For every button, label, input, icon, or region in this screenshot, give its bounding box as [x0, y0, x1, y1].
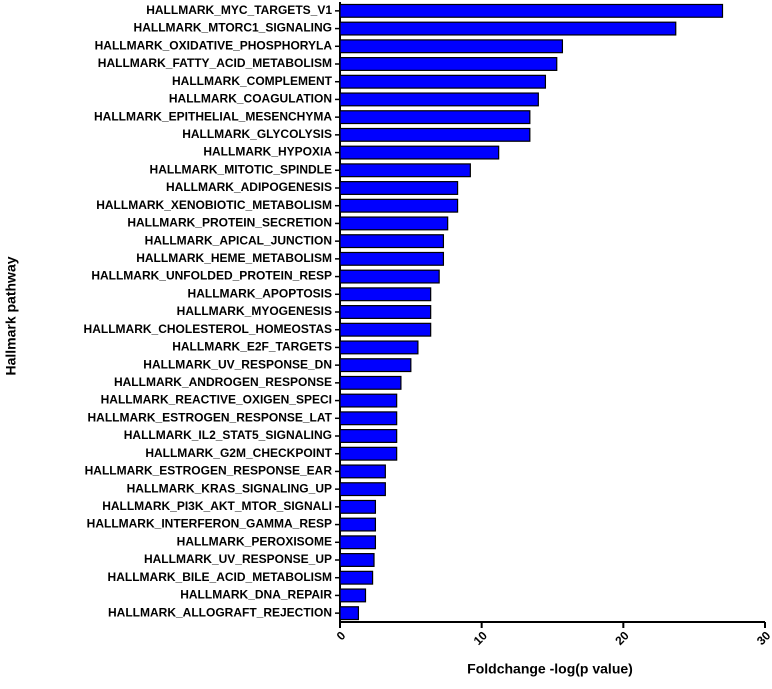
bar — [339, 411, 398, 426]
y-tick-label: HALLMARK_UNFOLDED_PROTEIN_RESP — [91, 269, 332, 283]
bar — [339, 57, 558, 71]
bar — [339, 535, 377, 550]
bar — [339, 21, 677, 36]
bar — [339, 269, 440, 284]
y-tick-label: HALLMARK_CHOLESTEROL_HOMEOSTAS — [84, 322, 332, 336]
bar — [339, 163, 471, 178]
bar — [339, 110, 531, 125]
y-tick-label: HALLMARK_APOPTOSIS — [188, 286, 332, 300]
bar — [339, 446, 398, 461]
x-tick-label: 10 — [471, 628, 491, 648]
y-tick-label: HALLMARK_MTORC1_SIGNALING — [134, 21, 332, 35]
bar — [339, 393, 398, 408]
y-tick-label: HALLMARK_XENOBIOTIC_METABOLISM — [96, 198, 332, 212]
x-tick-label: 20 — [612, 628, 632, 648]
y-tick-label: HALLMARK_MYC_TARGETS_V1 — [146, 3, 332, 17]
x-tick-label: 30 — [754, 628, 772, 648]
bar — [339, 198, 459, 213]
y-tick-label: HALLMARK_COAGULATION — [169, 92, 332, 106]
y-tick-label: HALLMARK_KRAS_SIGNALING_UP — [127, 481, 332, 495]
y-tick-label: HALLMARK_PROTEIN_SECRETION — [127, 216, 332, 230]
bar — [339, 287, 432, 302]
y-axis-title: Hallmark pathway — [3, 256, 19, 375]
y-tick-label: HALLMARK_ESTROGEN_RESPONSE_LAT — [88, 410, 333, 424]
y-tick-label: HALLMARK_PI3K_AKT_MTOR_SIGNALI — [102, 499, 332, 513]
bar — [339, 181, 459, 195]
y-tick-label: HALLMARK_PEROXISOME — [177, 534, 332, 548]
y-tick-label: HALLMARK_MITOTIC_SPINDLE — [150, 162, 332, 176]
y-tick-label: HALLMARK_ESTROGEN_RESPONSE_EAR — [85, 464, 333, 478]
bar — [339, 358, 412, 373]
y-tick-label: HALLMARK_UV_RESPONSE_DN — [143, 357, 332, 371]
bar — [339, 482, 386, 497]
bar — [339, 464, 386, 479]
y-tick-label: HALLMARK_REACTIVE_OXIGEN_SPECI — [101, 393, 332, 407]
bar — [339, 340, 419, 355]
y-tick-label: HALLMARK_ALLOGRAFT_REJECTION — [108, 605, 332, 619]
x-tick-label: 0 — [334, 628, 349, 643]
bar — [339, 322, 432, 337]
y-tick-label: HALLMARK_GLYCOLYSIS — [182, 127, 332, 141]
bar — [339, 570, 374, 585]
bar — [339, 145, 500, 160]
y-tick-label: HALLMARK_HEME_METABOLISM — [136, 251, 332, 265]
y-tick-label: HALLMARK_ADIPOGENESIS — [166, 180, 332, 194]
y-tick-label: HALLMARK_ANDROGEN_RESPONSE — [114, 375, 332, 389]
y-tick-label: HALLMARK_UV_RESPONSE_UP — [144, 552, 332, 566]
y-tick-label: HALLMARK_INTERFERON_GAMMA_RESP — [87, 517, 332, 531]
y-tick-label: HALLMARK_OXIDATIVE_PHOSPHORYLA — [95, 38, 333, 52]
x-axis-title: Foldchange -log(p value) — [467, 661, 633, 677]
y-tick-label: HALLMARK_EPITHELIAL_MESENCHYMA — [94, 109, 332, 123]
y-tick-label: HALLMARK_DNA_REPAIR — [180, 588, 332, 602]
bar — [339, 216, 449, 231]
y-tick-label: HALLMARK_COMPLEMENT — [172, 74, 333, 88]
y-tick-label: HALLMARK_FATTY_ACID_METABOLISM — [98, 56, 332, 70]
bar — [339, 39, 564, 54]
bar — [339, 3, 724, 18]
bar — [339, 375, 402, 390]
y-tick-label: HALLMARK_IL2_STAT5_SIGNALING — [124, 428, 332, 442]
y-tick-label: HALLMARK_MYOGENESIS — [177, 304, 332, 318]
bar — [339, 499, 377, 514]
bar — [339, 92, 539, 107]
bar — [339, 553, 375, 567]
bar — [339, 517, 377, 532]
y-tick-label: HALLMARK_G2M_CHECKPOINT — [145, 446, 332, 460]
bar — [339, 305, 432, 319]
bar — [339, 127, 531, 142]
bar — [339, 74, 547, 89]
bar — [339, 606, 360, 621]
bar — [339, 251, 445, 266]
y-tick-label: HALLMARK_APICAL_JUNCTION — [145, 233, 332, 247]
y-tick-label: HALLMARK_E2F_TARGETS — [172, 340, 332, 354]
bar — [339, 588, 367, 603]
bar — [339, 429, 398, 443]
y-tick-label: HALLMARK_BILE_ACID_METABOLISM — [108, 570, 332, 584]
bar — [339, 234, 445, 249]
y-tick-label: HALLMARK_HYPOXIA — [203, 145, 332, 159]
